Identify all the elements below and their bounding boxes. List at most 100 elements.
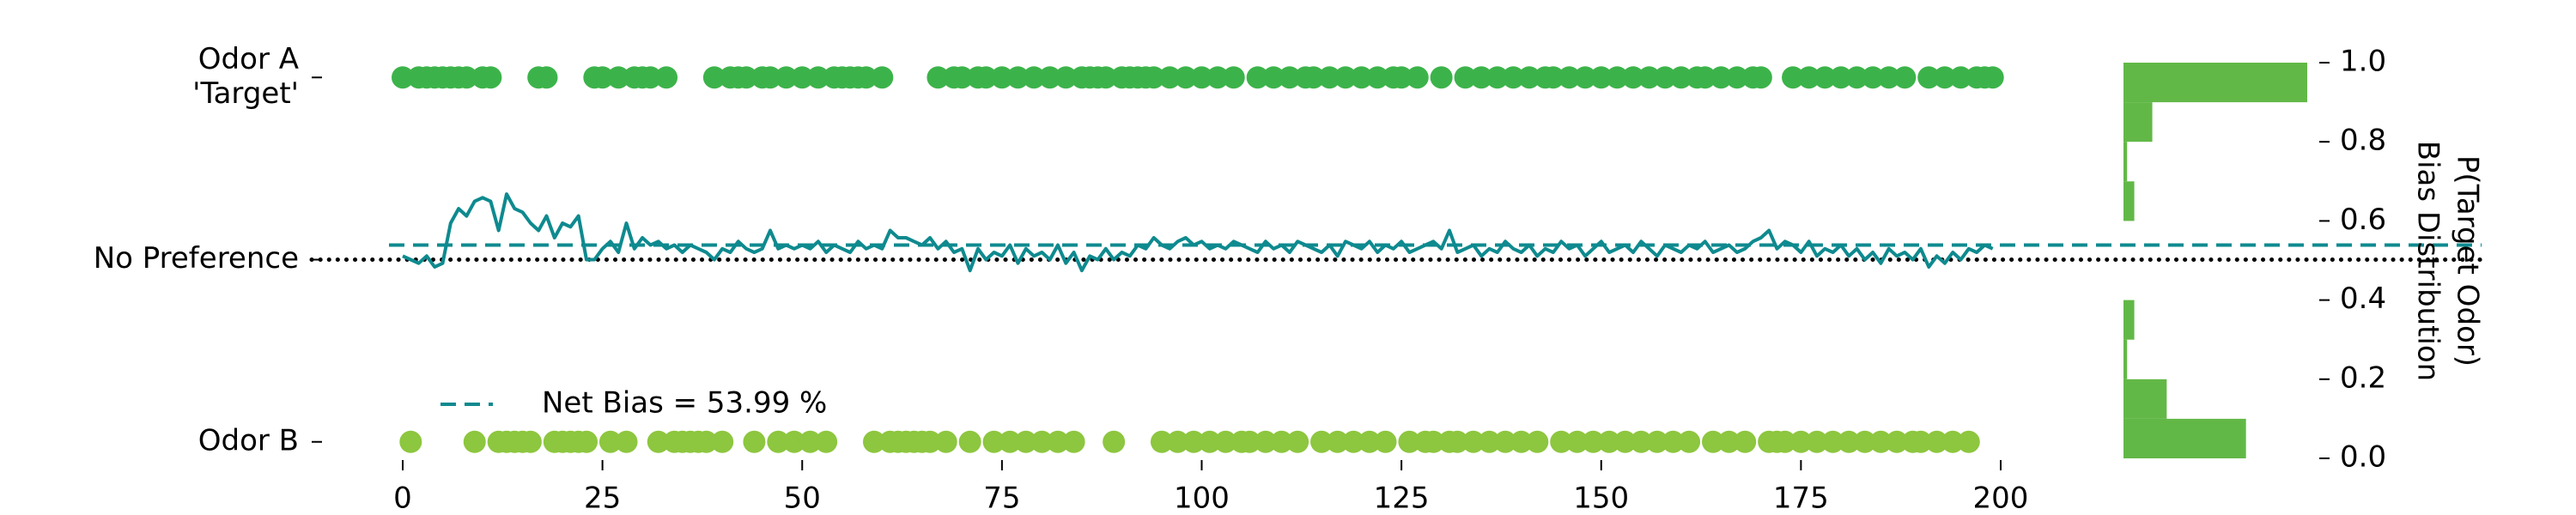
- choice-dot: [958, 430, 981, 453]
- x-tick-label: 50: [784, 482, 821, 515]
- choice-dot: [919, 430, 942, 453]
- choice-dot: [1853, 430, 1876, 453]
- choice-dot: [1630, 430, 1653, 453]
- choice-dot: [1142, 66, 1165, 89]
- choice-dot: [1478, 430, 1501, 453]
- choice-dot: [1198, 430, 1221, 453]
- histogram-bar: [2123, 142, 2128, 182]
- choice-dot: [1358, 430, 1381, 453]
- choice-dot: [1334, 66, 1357, 89]
- x-tick-label: 125: [1374, 482, 1430, 515]
- choice-dot: [1278, 66, 1301, 89]
- choice-dot: [463, 430, 486, 453]
- choice-dot: [1877, 66, 1900, 89]
- choice-dot: [1262, 66, 1285, 89]
- choice-dot: [1725, 66, 1748, 89]
- choice-dot: [1094, 66, 1117, 89]
- choice-dot: [1574, 66, 1597, 89]
- choice-dot: [702, 66, 726, 89]
- choice-dot: [1925, 430, 1948, 453]
- choice-dot: [1893, 66, 1917, 89]
- choice-dot: [1206, 66, 1230, 89]
- choice-dot: [1550, 430, 1573, 453]
- choice-dot: [1518, 66, 1541, 89]
- choice-dot: [1782, 66, 1805, 89]
- choice-dot: [1829, 66, 1852, 89]
- y-tick-label: Odor A 'Target': [192, 42, 299, 111]
- choice-dot: [1030, 430, 1054, 453]
- choice-dot: [711, 430, 734, 453]
- choice-dot: [791, 66, 814, 89]
- y2-tick-label: 1.0: [2340, 45, 2386, 79]
- choice-dot: [743, 430, 766, 453]
- choice-dot: [1789, 430, 1813, 453]
- choice-dot: [806, 66, 829, 89]
- choice-dot: [1461, 430, 1485, 453]
- choice-dot: [782, 430, 805, 453]
- choice-dot: [519, 430, 542, 453]
- choice-dot: [1654, 66, 1677, 89]
- choice-dot: [1166, 430, 1189, 453]
- choice-dot: [598, 430, 622, 453]
- choice-dot: [1637, 66, 1661, 89]
- choice-dot: [1174, 66, 1197, 89]
- choice-dot: [1909, 430, 1932, 453]
- choice-dot: [1814, 66, 1837, 89]
- choice-dot: [1734, 430, 1757, 453]
- choice-dot: [1502, 66, 1525, 89]
- bias-line: [402, 192, 1994, 273]
- choice-dot: [1957, 430, 1980, 453]
- choice-dot: [392, 66, 414, 89]
- choice-dot: [1621, 66, 1644, 89]
- choice-dot: [1103, 430, 1126, 453]
- y2-tick-label: 0.0: [2340, 440, 2386, 475]
- choice-dot: [982, 430, 1005, 453]
- choice-dot: [1606, 66, 1629, 89]
- x-tick-label: 0: [393, 482, 412, 515]
- choice-dot: [1214, 430, 1237, 453]
- choice-dot: [1717, 430, 1741, 453]
- choice-dot: [927, 66, 950, 89]
- choice-dot: [1054, 66, 1078, 89]
- choice-dot: [1390, 66, 1413, 89]
- choice-dot: [1797, 66, 1820, 89]
- choice-dot: [1613, 430, 1637, 453]
- choice-dot: [1182, 430, 1206, 453]
- choice-dot: [1662, 430, 1685, 453]
- choice-dot: [951, 66, 974, 89]
- choice-dot: [1342, 430, 1365, 453]
- choice-dot: [934, 430, 957, 453]
- choice-dot: [399, 430, 422, 453]
- y-tick-label: No Preference: [94, 241, 299, 276]
- choice-dot: [759, 66, 782, 89]
- choice-dot: [1222, 66, 1245, 89]
- histogram-bar: [2123, 63, 2307, 103]
- choice-dot: [1949, 66, 1972, 89]
- choice-dot: [647, 430, 670, 453]
- choice-dot: [1318, 66, 1341, 89]
- choice-dot: [1805, 430, 1828, 453]
- x-tick-label: 200: [1973, 482, 2029, 515]
- choice-dot: [1238, 430, 1261, 453]
- choice-dot: [695, 430, 718, 453]
- choice-dot: [854, 66, 878, 89]
- histogram-bar: [2123, 181, 2135, 221]
- y2-tick-label: 0.4: [2340, 282, 2386, 316]
- choice-dot: [1838, 430, 1861, 453]
- choice-dot: [1158, 66, 1182, 89]
- choice-dot: [1510, 430, 1533, 453]
- choice-dot: [1470, 66, 1493, 89]
- choice-dot: [1350, 66, 1373, 89]
- choice-dot: [1254, 430, 1277, 453]
- choice-dot: [1023, 66, 1046, 89]
- choice-dot: [799, 430, 822, 453]
- x-tick-label: 100: [1174, 482, 1230, 515]
- choice-dot: [1446, 430, 1469, 453]
- x-tick-label: 25: [584, 482, 621, 515]
- choice-dot: [1038, 66, 1061, 89]
- choice-dot: [455, 66, 478, 89]
- choice-dot: [1485, 66, 1509, 89]
- choice-dot: [735, 66, 758, 89]
